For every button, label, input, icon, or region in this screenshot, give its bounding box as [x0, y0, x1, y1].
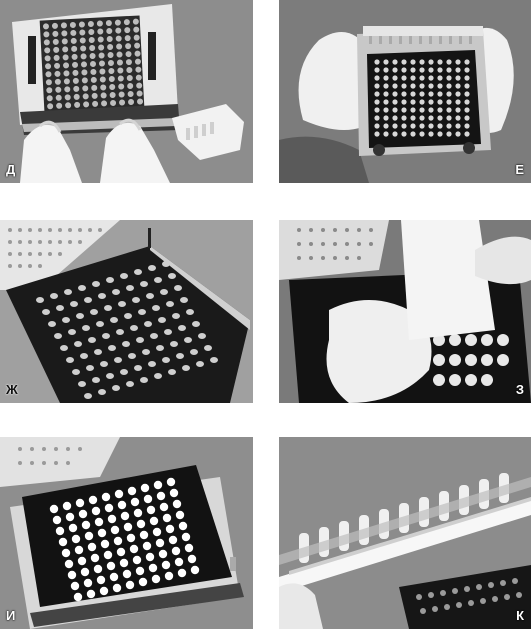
- panel-label-d: Д: [6, 162, 16, 177]
- powder-spread-card-photo-icon: [279, 220, 531, 403]
- photo-panel-i: И: [0, 437, 253, 629]
- photo-panel-zh: Ж: [0, 220, 253, 403]
- panel-label-k: К: [516, 608, 524, 623]
- photo-panel-e: Е: [279, 0, 531, 183]
- gloved-hands-holding-plate-photo-icon: [279, 0, 531, 183]
- panel-label-z: З: [515, 382, 524, 397]
- panel-label-i: И: [6, 608, 16, 623]
- panel-label-e: Е: [515, 162, 524, 177]
- photo-panel-k: К: [279, 437, 531, 629]
- photo-panel-z: З: [279, 220, 531, 403]
- filled-wells-plate-photo-icon: [0, 437, 253, 629]
- photo-panel-d: Д: [0, 0, 253, 183]
- panel-label-zh: Ж: [6, 382, 18, 397]
- plate-with-hands-photo-icon: [0, 0, 253, 183]
- black-plate-with-wells-photo-icon: [0, 220, 253, 403]
- comb-strip-over-plate-photo-icon: [279, 437, 531, 629]
